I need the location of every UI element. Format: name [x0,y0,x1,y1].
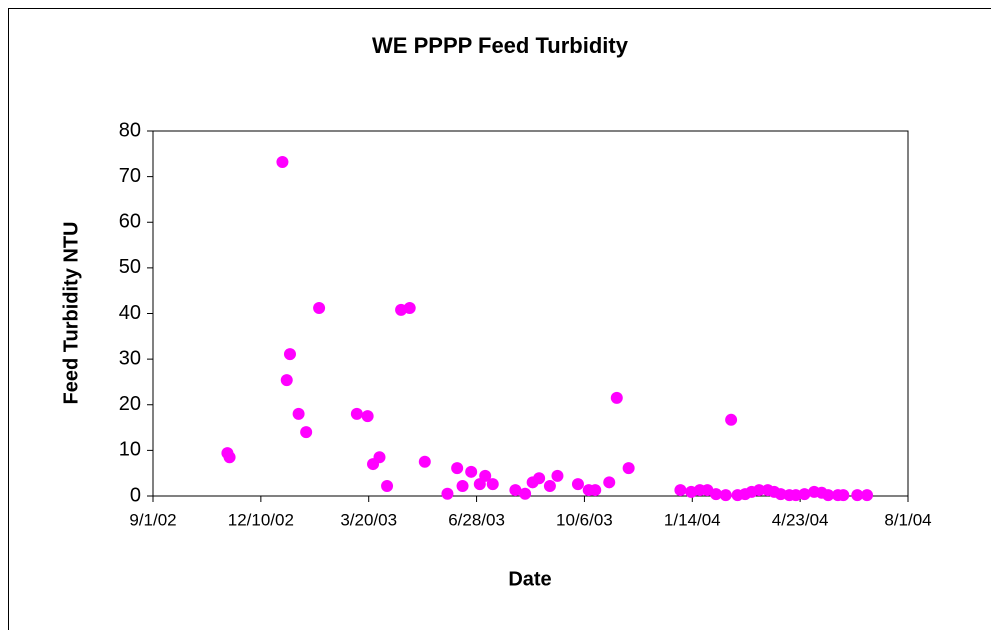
point [441,487,454,500]
point [589,484,602,497]
point [861,489,874,502]
chart-title: WE PPPP Feed Turbidity [372,33,629,58]
x-tick-label: 6/28/03 [448,510,505,529]
point [610,391,623,404]
point [622,462,635,475]
y-tick-label: 10 [119,439,141,461]
point [798,488,811,501]
point [350,407,363,420]
point [361,410,374,423]
point [280,374,293,387]
point [674,484,687,497]
x-axis-label: Date [508,568,551,590]
point [789,489,802,502]
point [418,455,431,468]
point [603,476,616,489]
point [543,479,556,492]
point [223,451,236,464]
x-tick-label: 8/1/04 [884,510,931,529]
y-tick-label: 80 [119,119,141,141]
point [283,348,296,361]
point [451,462,464,475]
x-tick-label: 12/10/02 [228,510,294,529]
point [292,407,305,420]
point [710,488,723,501]
point [373,451,386,464]
point [753,484,766,497]
point [822,489,835,502]
point [403,302,416,315]
point [313,302,326,315]
y-axis-label: Feed Turbidity NTU [60,222,82,405]
x-tick-label: 4/23/04 [772,510,829,529]
x-tick-label: 9/1/02 [129,510,176,529]
point [456,479,469,492]
y-tick-label: 40 [119,302,141,324]
point [837,489,850,502]
point [774,488,787,501]
y-tick-label: 60 [119,211,141,233]
x-tick-label: 3/20/03 [340,510,397,529]
point [533,472,546,485]
point [509,484,522,497]
x-tick-label: 10/6/03 [556,510,613,529]
y-tick-label: 50 [119,256,141,278]
point [486,478,499,491]
plot-area [152,130,909,497]
point [465,465,478,478]
point [851,489,864,502]
y-tick-label: 30 [119,347,141,369]
y-tick-label: 20 [119,393,141,415]
y-tick-label: 70 [119,165,141,187]
point [381,479,394,492]
point [276,156,289,169]
point [719,489,732,502]
x-tick-label: 1/14/04 [664,510,721,529]
point [479,469,492,482]
point [519,487,532,500]
point [300,426,313,439]
y-tick-label: 0 [130,484,141,506]
point [571,478,584,491]
point [551,469,564,482]
point [725,413,738,426]
